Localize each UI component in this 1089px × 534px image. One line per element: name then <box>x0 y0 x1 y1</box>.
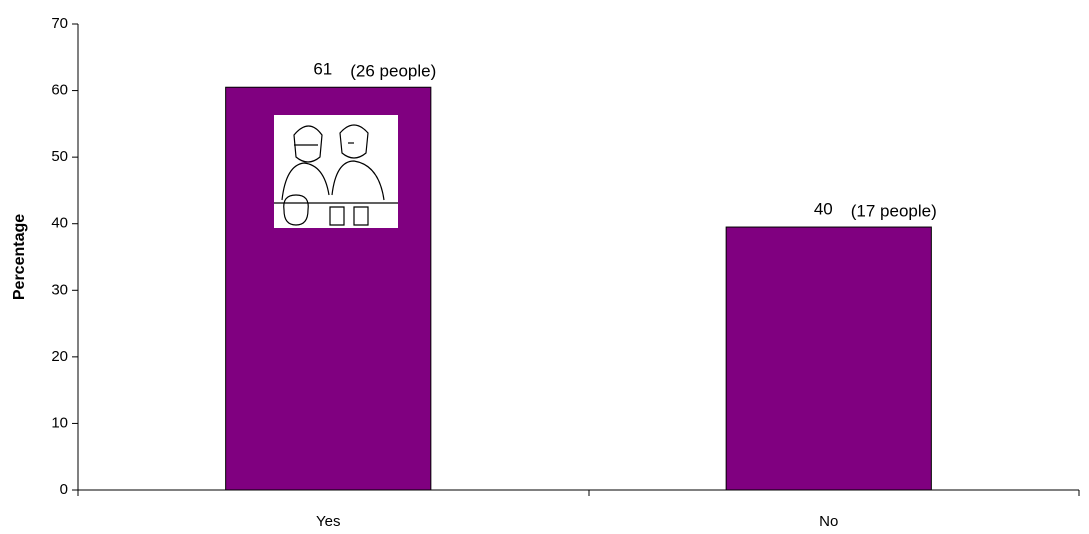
x-tick-label: Yes <box>316 513 340 530</box>
y-tick-label: 30 <box>51 281 68 298</box>
value-label: 61 <box>313 60 332 79</box>
sketch-line <box>331 160 385 201</box>
illustration-bg <box>274 115 398 228</box>
sketch-line <box>283 194 309 226</box>
y-tick-label: 40 <box>51 215 68 232</box>
value-label: 40 <box>814 200 833 219</box>
y-tick-label: 50 <box>51 148 68 165</box>
y-tick-label: 60 <box>51 82 68 99</box>
x-tick-label: No <box>819 513 838 530</box>
sketch-line <box>329 206 345 226</box>
sketch-line <box>293 125 323 163</box>
y-tick-label: 20 <box>51 348 68 365</box>
y-tick-label: 0 <box>60 481 68 498</box>
sketch-line <box>281 162 330 201</box>
y-tick-label: 70 <box>51 15 68 32</box>
count-label: (26 people) <box>350 62 436 81</box>
count-label: (17 people) <box>851 202 937 221</box>
illustration <box>274 115 398 228</box>
sketch-line <box>353 206 369 226</box>
y-axis-label: Percentage <box>11 214 28 300</box>
bar <box>725 226 932 491</box>
y-tick-label: 10 <box>51 414 68 431</box>
sketch-line <box>339 124 369 159</box>
